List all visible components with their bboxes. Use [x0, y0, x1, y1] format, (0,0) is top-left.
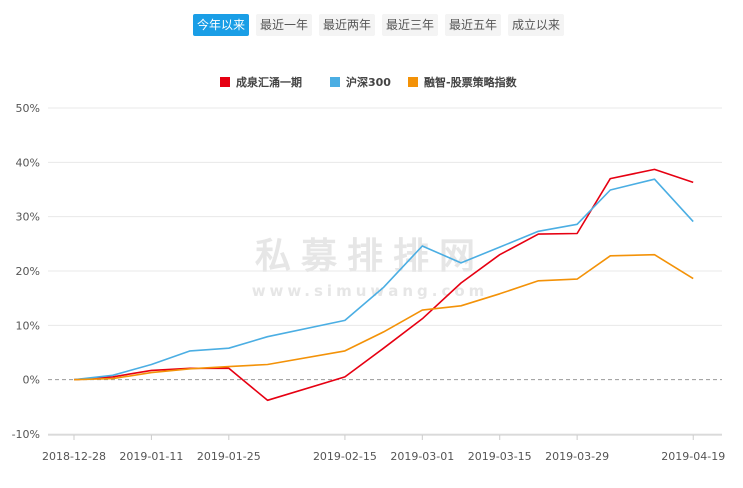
y-tick-label: -10% [12, 428, 40, 441]
watermark: 私募排排网 www.simuwang.com [252, 236, 489, 300]
legend-swatch [220, 77, 230, 87]
tab-ytd[interactable]: 今年以来 [193, 14, 250, 36]
legend-swatch [330, 77, 340, 87]
legend-swatch [408, 77, 418, 87]
y-tick-label: 40% [16, 156, 40, 169]
y-tick-label: 30% [16, 211, 40, 224]
series-line-1 [73, 178, 694, 381]
x-tick-label: 2019-02-15 [313, 450, 377, 463]
x-tick-label: 2019-03-01 [390, 450, 454, 463]
watermark-url: www.simuwang.com [252, 282, 489, 300]
x-tick-label: 2019-04-19 [661, 450, 725, 463]
x-tick-label: 2019-01-25 [197, 450, 261, 463]
y-tick-label: 0% [23, 374, 40, 387]
y-tick-label: 20% [16, 265, 40, 278]
legend-label: 沪深300 [346, 75, 391, 89]
tab-1y[interactable]: 最近一年 [256, 14, 313, 36]
x-tick-label: 2018-12-28 [42, 450, 106, 463]
legend-label: 成泉汇涌一期 [236, 75, 302, 89]
x-tick-label: 2019-03-29 [545, 450, 609, 463]
x-tick-label: 2019-01-11 [119, 450, 183, 463]
series-line-2 [73, 253, 694, 381]
legend-label: 融智-股票策略指数 [424, 75, 518, 89]
x-tick-label: 2019-03-15 [468, 450, 532, 463]
watermark-text: 私募排排网 [255, 236, 485, 277]
tab-5y[interactable]: 最近五年 [445, 14, 502, 36]
tab-2y[interactable]: 最近两年 [319, 14, 376, 36]
y-tick-label: 50% [16, 102, 40, 115]
y-tick-label: 10% [16, 319, 40, 332]
tab-since-inception[interactable]: 成立以来 [508, 14, 565, 36]
tab-3y[interactable]: 最近三年 [382, 14, 439, 36]
